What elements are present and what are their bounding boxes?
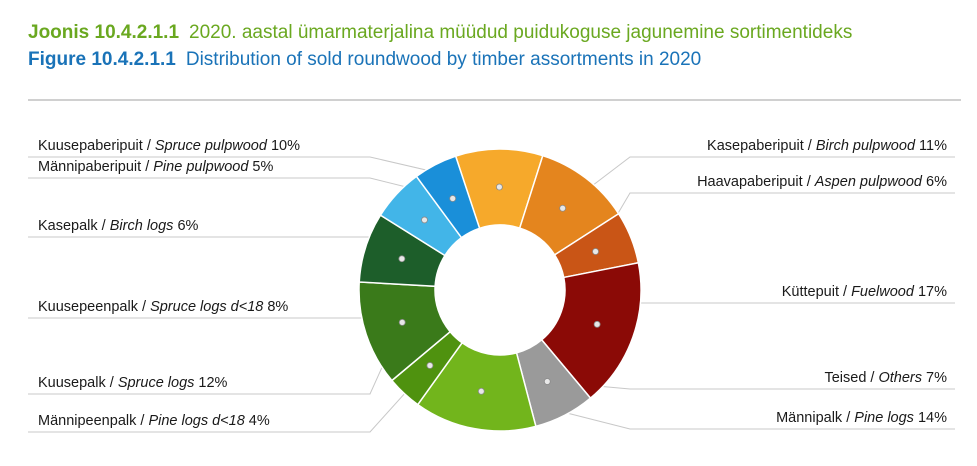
title-divider: [28, 99, 961, 101]
slice-label: Kasepaberipuit / Birch pulpwood 11%: [707, 138, 947, 154]
label-value: 12%: [194, 375, 227, 391]
slice-pine-pulpwood: [415, 155, 481, 239]
label-et: Männipaberipuit /: [38, 159, 153, 175]
label-en: Pine pulpwood: [153, 159, 249, 175]
figure-number-en: Figure 10.4.2.1.1: [28, 49, 176, 70]
leader-line: [28, 177, 453, 199]
figure-number-et: Joonis 10.4.2.1.1: [28, 22, 180, 43]
label-value: 6%: [922, 174, 947, 190]
label-value: 10%: [267, 138, 300, 154]
figure-title-et: 2020. aastal ümarmaterjalina müüdud puid…: [189, 22, 853, 43]
label-value: 17%: [914, 284, 947, 300]
leader-dot: [592, 248, 599, 255]
label-value: 11%: [915, 138, 947, 154]
slice-label: Haavapaberipuit / Aspen pulpwood 6%: [697, 174, 947, 190]
label-et: Männipeenpalk /: [38, 413, 148, 429]
leader-dot: [477, 387, 485, 395]
label-en: Spruce logs: [118, 375, 195, 391]
slice-label: Männipalk / Pine logs 14%: [776, 410, 947, 426]
label-en: Spruce logs d<18: [150, 299, 263, 315]
slice-label: Kuusepalk / Spruce logs 12%: [38, 375, 228, 391]
label-en: Fuelwood: [851, 284, 915, 300]
leader-dot: [543, 378, 551, 385]
slice-label: Kasepalk / Birch logs 6%: [38, 218, 199, 234]
label-value: 5%: [248, 159, 273, 175]
slice-label: Kuusepeenpalk / Spruce logs d<18 8%: [38, 299, 288, 315]
leader-dot: [398, 319, 406, 326]
leader-dot: [449, 195, 457, 202]
label-en: Spruce pulpwood: [155, 138, 268, 154]
label-et: Küttepuit /: [782, 284, 851, 300]
label-value: 8%: [263, 299, 288, 315]
label-en: Birch pulpwood: [816, 138, 916, 154]
label-et: Kuusepalk /: [38, 375, 118, 391]
label-et: Kuusepeenpalk /: [38, 299, 150, 315]
slice-label: Männipaberipuit / Pine pulpwood 5%: [38, 159, 273, 175]
slice-label: Kuusepaberipuit / Spruce pulpwood 10%: [38, 138, 300, 154]
label-en: Aspen pulpwood: [814, 174, 923, 190]
slices: [358, 148, 642, 432]
label-value: 4%: [245, 413, 270, 429]
slice-label: Männipeenpalk / Pine logs d<18 4%: [38, 413, 270, 429]
label-et: Kasepalk /: [38, 218, 110, 234]
label-en: Others: [878, 370, 922, 386]
leader-dot: [398, 255, 406, 263]
leader-line: [595, 192, 955, 252]
label-et: Kuusepaberipuit /: [38, 138, 155, 154]
label-et: Teised /: [824, 370, 878, 386]
leader-dot: [559, 204, 567, 212]
leader-line: [596, 302, 955, 325]
title-english: Figure 10.4.2.1.1 Distribution of sold ro…: [28, 49, 701, 71]
leader-dot: [495, 183, 503, 191]
label-en: Birch logs: [110, 218, 174, 234]
slice-label: Küttepuit / Fuelwood 17%: [782, 284, 947, 300]
label-en: Pine logs: [854, 410, 914, 426]
leader-dot: [426, 362, 434, 369]
leader-dot: [421, 216, 428, 224]
title-estonian: Joonis 10.4.2.1.1 2020. aastal ümarmaterj…: [28, 22, 852, 44]
slice-label: Teised / Others 7%: [824, 370, 947, 386]
label-value: 14%: [914, 410, 947, 426]
label-et: Haavapaberipuit /: [697, 174, 815, 190]
slice-fuelwood: [540, 261, 642, 400]
label-en: Pine logs d<18: [148, 413, 244, 429]
figure-title-en: Distribution of sold roundwood by timber…: [185, 49, 702, 70]
label-value: 6%: [173, 218, 198, 234]
leader-dot: [593, 320, 601, 328]
label-et: Männipalk /: [776, 410, 854, 426]
leader-dots: [398, 183, 601, 395]
label-et: Kasepaberipuit /: [707, 138, 816, 154]
slice-labels: Kuusepaberipuit / Spruce pulpwood 10% Kas…: [38, 138, 947, 429]
label-value: 7%: [922, 370, 947, 386]
